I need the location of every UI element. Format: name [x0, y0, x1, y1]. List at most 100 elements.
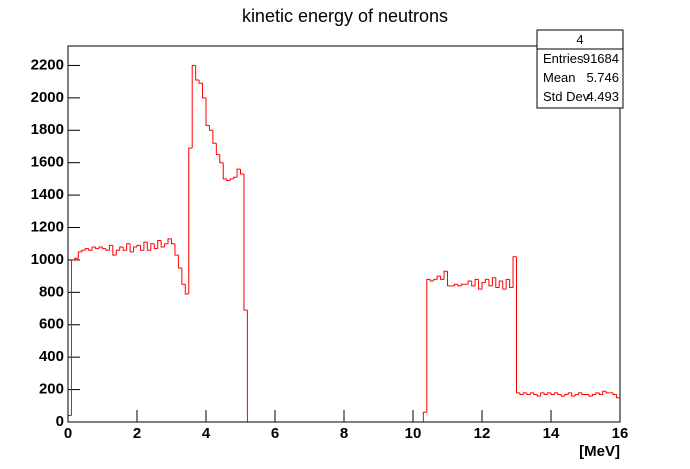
histogram-bin [215, 143, 220, 156]
histogram-bin [509, 279, 514, 288]
histogram-bin [153, 243, 158, 250]
histogram-bin [557, 392, 562, 395]
y-tick-label: 1200 [31, 218, 64, 235]
histogram-bin [457, 284, 462, 287]
histogram-bin [519, 392, 524, 395]
histogram-bin [426, 278, 431, 413]
histogram-bin [150, 243, 155, 251]
y-tick-label: 1600 [31, 154, 64, 171]
x-tick-label: 14 [543, 425, 560, 442]
y-tick-label: 1800 [31, 121, 64, 138]
y-tick-label: 1400 [31, 186, 64, 203]
histogram-bin [567, 392, 572, 395]
histogram-bin [540, 392, 545, 397]
histogram-bin [195, 65, 200, 81]
histogram-bin [164, 243, 169, 247]
histogram-bin [491, 277, 496, 286]
histogram-bin [205, 97, 210, 126]
y-tick-label: 0 [56, 413, 64, 430]
histogram-bin [115, 249, 120, 256]
histogram-bin [191, 64, 196, 149]
histogram-bin [588, 394, 593, 397]
histogram-bin [188, 147, 193, 294]
histogram-bin [436, 275, 441, 280]
histogram-bin [547, 392, 551, 395]
histogram-bin [574, 393, 579, 397]
x-tick-label: 16 [612, 425, 629, 442]
histogram-bin [243, 174, 248, 311]
histogram-bin [236, 168, 241, 178]
histogram-bin [526, 392, 531, 395]
stats-value: 91684 [583, 51, 619, 66]
histogram-bin [467, 280, 472, 285]
stats-label: Mean [543, 70, 576, 85]
histogram-bin [502, 281, 507, 290]
histogram-bin [122, 246, 127, 251]
histogram-bin [208, 125, 213, 131]
histogram-bin [143, 241, 148, 251]
histogram-bin [70, 259, 75, 416]
histogram-bin [177, 255, 182, 269]
histogram-bin [447, 271, 451, 287]
stats-value: 4.493 [586, 89, 619, 104]
histogram-bin [233, 176, 238, 179]
histogram-bin [533, 392, 538, 395]
histogram-bin [512, 256, 517, 288]
histogram-bin [160, 240, 165, 248]
histogram-bin [553, 392, 558, 395]
histogram-bin [202, 83, 206, 99]
histogram-bin [598, 392, 603, 395]
histogram-bin [529, 392, 534, 395]
histogram-bin [108, 244, 113, 251]
histogram-bin [481, 282, 486, 290]
stats-label: Entries [543, 51, 584, 66]
histogram-bin [550, 392, 555, 395]
histogram-bin [460, 283, 465, 286]
histogram-bin [571, 392, 576, 397]
histogram-bin [471, 281, 476, 287]
histogram-bin [167, 238, 172, 244]
histogram-bin [478, 279, 482, 290]
histogram-bin [139, 245, 144, 251]
chart-title: kinetic energy of neutrons [242, 6, 448, 26]
histogram-bin [564, 393, 569, 397]
histogram-bin [91, 246, 96, 251]
histogram-bin [516, 256, 520, 394]
histogram-bin [498, 280, 503, 288]
histogram-bin [102, 246, 106, 250]
histogram-bin [95, 246, 100, 250]
histogram-bin [422, 411, 427, 422]
histogram-bin [198, 80, 203, 84]
histogram-bin [136, 244, 141, 247]
histogram-bin [543, 392, 548, 395]
x-tick-label: 12 [474, 425, 491, 442]
histogram-bin [126, 243, 131, 251]
histogram-bin [157, 239, 162, 249]
stats-value: 5.746 [586, 70, 619, 85]
histogram-bin [602, 390, 607, 395]
histogram-bin [484, 278, 489, 283]
y-tick-label: 1000 [31, 251, 64, 268]
histogram-bin [133, 246, 137, 252]
histogram-bin [488, 279, 493, 287]
histogram-bin [88, 248, 93, 251]
histogram-bin [536, 394, 541, 397]
histogram-bin [578, 392, 583, 395]
histogram-bin [229, 178, 234, 181]
stats-title: 4 [576, 32, 583, 47]
histogram-bin [222, 162, 227, 180]
histogram-bin [105, 248, 110, 251]
histogram-bin [522, 392, 527, 395]
plot-frame [67, 45, 621, 423]
histogram-bin [77, 251, 82, 259]
histogram-bin [495, 277, 500, 288]
histogram-bin [429, 279, 434, 282]
y-tick-label: 2200 [31, 56, 64, 73]
histogram-bin [129, 243, 134, 253]
histogram-bin [560, 394, 565, 397]
histogram-bin [453, 283, 458, 286]
histogram-bin [219, 154, 224, 164]
stats-label: Std Dev [543, 89, 590, 104]
histogram-bin [443, 270, 448, 280]
